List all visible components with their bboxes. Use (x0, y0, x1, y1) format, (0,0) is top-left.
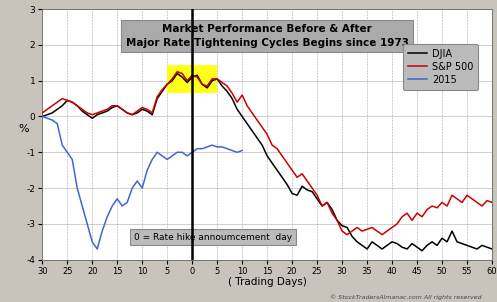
Line: DJIA: DJIA (42, 73, 492, 251)
2015 (109, 204, 115, 208)
S&P 500 (489, 201, 495, 204)
2015 (89, 240, 95, 244)
2015 (79, 204, 85, 208)
2015 (219, 145, 225, 149)
Bar (167, 65, 217, 93)
DJIA (174, 72, 180, 75)
2015 (229, 149, 235, 152)
X-axis label: ( Trading Days): ( Trading Days) (228, 277, 307, 287)
2015 (199, 147, 205, 150)
2015 (114, 197, 120, 201)
2015 (144, 169, 150, 172)
2015 (179, 150, 185, 154)
Text: Market Performance Before & After
Major Rate Tightening Cycles Begins since 1973: Market Performance Before & After Major … (126, 24, 409, 48)
2015 (239, 149, 245, 152)
S&P 500 (304, 179, 310, 183)
S&P 500 (144, 108, 150, 111)
DJIA (144, 109, 150, 113)
2015 (174, 150, 180, 154)
2015 (134, 179, 140, 183)
DJIA (304, 188, 310, 192)
S&P 500 (429, 204, 435, 208)
S&P 500 (484, 199, 490, 202)
2015 (204, 145, 210, 149)
Line: S&P 500: S&P 500 (42, 72, 492, 235)
2015 (194, 147, 200, 150)
S&P 500 (39, 111, 45, 115)
2015 (69, 158, 75, 161)
2015 (84, 222, 90, 226)
2015 (59, 143, 65, 147)
S&P 500 (174, 70, 180, 74)
2015 (149, 158, 155, 161)
DJIA (484, 245, 490, 249)
2015 (164, 158, 170, 161)
Y-axis label: %: % (18, 124, 29, 134)
S&P 500 (94, 111, 100, 115)
Legend: DJIA, S&P 500, 2015: DJIA, S&P 500, 2015 (403, 44, 478, 90)
Line: 2015: 2015 (42, 117, 242, 249)
2015 (139, 186, 145, 190)
2015 (209, 143, 215, 147)
2015 (119, 204, 125, 208)
2015 (189, 150, 195, 154)
2015 (169, 154, 175, 158)
2015 (44, 117, 50, 120)
S&P 500 (154, 95, 160, 98)
Text: © StockTradersAlmanac.com All rights reserved: © StockTradersAlmanac.com All rights res… (331, 295, 482, 300)
2015 (49, 118, 55, 122)
2015 (234, 150, 240, 154)
2015 (124, 201, 130, 204)
2015 (214, 145, 220, 149)
DJIA (94, 113, 100, 117)
DJIA (429, 240, 435, 244)
DJIA (154, 97, 160, 100)
2015 (74, 186, 80, 190)
DJIA (489, 247, 495, 251)
2015 (94, 247, 100, 251)
2015 (104, 215, 110, 219)
S&P 500 (344, 233, 350, 236)
2015 (129, 186, 135, 190)
Text: 0 = Rate hike annoumcement  day: 0 = Rate hike annoumcement day (134, 233, 292, 242)
DJIA (419, 249, 425, 252)
2015 (159, 154, 165, 158)
2015 (54, 122, 60, 125)
2015 (154, 150, 160, 154)
2015 (99, 229, 105, 233)
2015 (184, 154, 190, 158)
DJIA (39, 115, 45, 118)
2015 (224, 147, 230, 150)
2015 (39, 115, 45, 118)
2015 (64, 150, 70, 154)
